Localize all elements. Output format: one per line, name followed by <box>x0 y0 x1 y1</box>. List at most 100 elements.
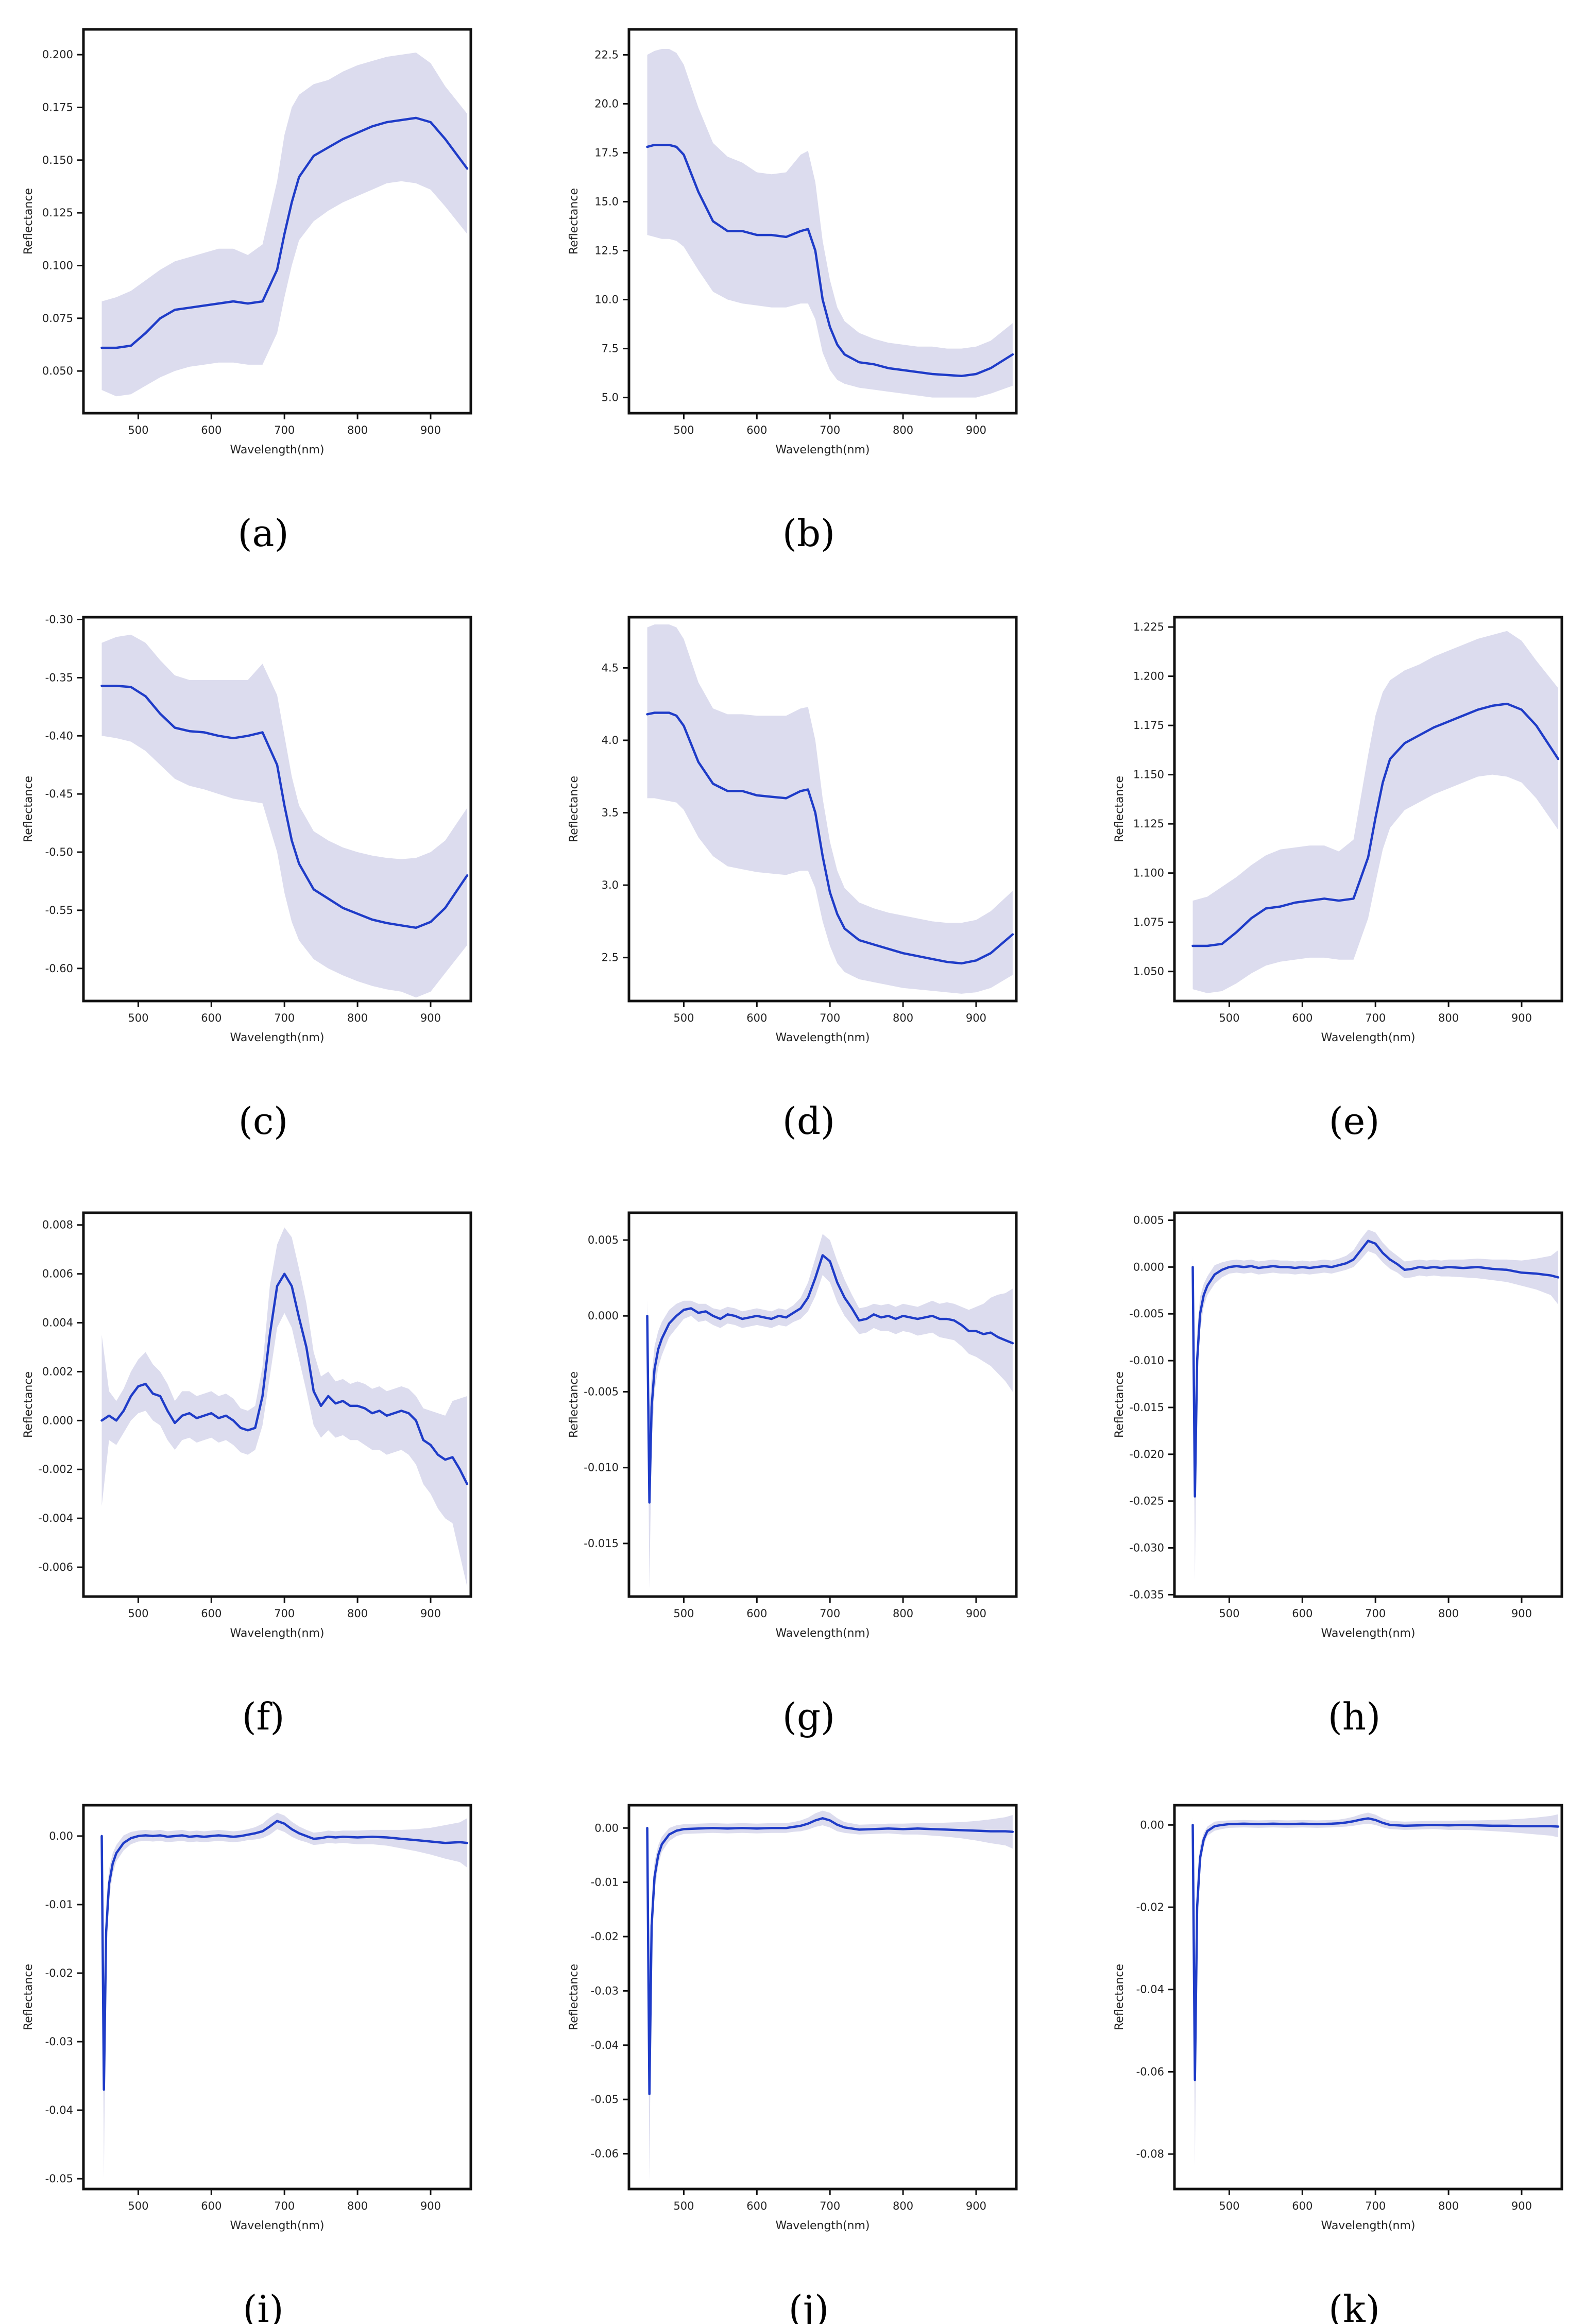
y-tick-label-b: 7.5 <box>602 343 619 355</box>
x-tick-label-b: 800 <box>893 424 913 436</box>
y-tick-label-g: 0.005 <box>588 1234 619 1246</box>
y-tick-label-c: -0.60 <box>45 962 73 975</box>
x-tick-label-k: 600 <box>1292 2200 1313 2212</box>
x-tick-label-e: 700 <box>1365 1012 1386 1024</box>
y-tick-label-h: -0.005 <box>1129 1308 1164 1320</box>
x-tick-label-h: 500 <box>1219 1607 1239 1620</box>
x-tick-label-d: 900 <box>966 1012 986 1024</box>
y-tick-label-h: -0.020 <box>1129 1448 1164 1461</box>
x-tick-label-j: 500 <box>673 2200 694 2212</box>
y-tick-label-i: -0.01 <box>45 1898 73 1911</box>
y-tick-label-c: -0.55 <box>45 904 73 917</box>
y-axis-title-h: Reflectance <box>1113 1371 1126 1438</box>
std-band-k <box>1192 1812 1558 2167</box>
y-tick-label-i: -0.04 <box>45 2104 73 2116</box>
panel-caption-h: (h) <box>1328 1695 1381 1738</box>
x-axis-title-g: Wavelength(nm) <box>775 1627 870 1640</box>
y-tick-label-h: -0.010 <box>1129 1354 1164 1367</box>
x-tick-label-h: 700 <box>1365 1607 1386 1620</box>
y-tick-label-h: -0.035 <box>1129 1588 1164 1601</box>
x-tick-label-j: 600 <box>746 2200 767 2212</box>
x-axis-title-a: Wavelength(nm) <box>230 444 324 456</box>
x-axis-title-k: Wavelength(nm) <box>1321 2219 1415 2232</box>
panel-caption-g: (g) <box>782 1695 835 1738</box>
x-tick-label-i: 800 <box>347 2200 368 2212</box>
y-tick-label-j: -0.03 <box>591 1984 619 1997</box>
x-tick-label-b: 600 <box>746 424 767 436</box>
panel-caption-e: (e) <box>1329 1099 1380 1143</box>
y-tick-label-d: 2.5 <box>602 952 619 964</box>
mean-line-j <box>646 1817 1014 2095</box>
axes-frame-f <box>82 1211 472 1598</box>
y-tick-label-j: 0.00 <box>594 1822 619 1834</box>
std-band-b <box>647 49 1013 398</box>
y-tick-label-e: 1.100 <box>1133 867 1164 879</box>
y-tick-label-a: 0.150 <box>42 154 73 166</box>
std-band-c <box>101 634 467 998</box>
y-tick-label-j: -0.04 <box>591 2039 619 2051</box>
y-tick-label-g: -0.005 <box>584 1385 619 1398</box>
axes-frame-a <box>82 28 472 415</box>
y-tick-label-e: 1.200 <box>1133 670 1164 683</box>
y-axis-title-j: Reflectance <box>568 1964 581 2030</box>
y-tick-label-f: 0.004 <box>42 1317 73 1329</box>
y-tick-label-k: 0.00 <box>1140 1819 1164 1831</box>
y-tick-label-d: 3.0 <box>602 879 619 891</box>
y-tick-label-c: -0.50 <box>45 846 73 858</box>
y-axis-title-i: Reflectance <box>22 1964 35 2030</box>
y-axis-title-f: Reflectance <box>22 1371 35 1438</box>
x-tick-label-a: 800 <box>347 424 368 436</box>
x-tick-label-h: 600 <box>1292 1607 1313 1620</box>
y-tick-label-b: 15.0 <box>594 195 619 208</box>
y-tick-label-k: -0.08 <box>1136 2148 1164 2160</box>
y-tick-label-f: -0.004 <box>38 1512 73 1524</box>
x-tick-label-g: 800 <box>893 1607 913 1620</box>
y-tick-label-a: 0.100 <box>42 259 73 272</box>
chart-panel-d: 500 600 700 800 900 2.5 3.0 3.5 4.0 4.5 Wavelength… <box>568 616 1018 1143</box>
x-tick-label-a: 500 <box>128 424 148 436</box>
x-tick-label-c: 600 <box>201 1012 221 1024</box>
y-tick-label-b: 20.0 <box>594 97 619 110</box>
chart-panel-k: 500 600 700 800 900 -0.08 -0.06 -0.04 -0.02 0.00 W… <box>1113 1804 1563 2324</box>
x-tick-label-b: 700 <box>820 424 840 436</box>
y-tick-label-i: -0.03 <box>45 2035 73 2048</box>
y-tick-label-f: 0.006 <box>42 1268 73 1280</box>
panel-caption-b: (b) <box>782 512 835 555</box>
y-tick-label-g: -0.010 <box>584 1462 619 1474</box>
y-axis-title-k: Reflectance <box>1113 1964 1126 2030</box>
y-tick-label-d: 4.0 <box>602 734 619 747</box>
y-tick-label-h: 0.000 <box>1133 1261 1164 1273</box>
y-tick-label-e: 1.175 <box>1133 719 1164 732</box>
y-tick-label-i: -0.02 <box>45 1967 73 1979</box>
x-tick-label-b: 500 <box>673 424 694 436</box>
y-tick-label-e: 1.150 <box>1133 769 1164 781</box>
x-tick-label-a: 700 <box>274 424 295 436</box>
axes-frame-c <box>82 616 472 1003</box>
mean-line-h <box>1191 1240 1560 1498</box>
mean-line-e <box>1191 702 1560 947</box>
x-axis-title-f: Wavelength(nm) <box>230 1627 324 1640</box>
mean-line-g <box>646 1254 1014 1504</box>
chart-panel-b: 500 600 700 800 900 5.0 7.5 10.0 12.5 15.0 17.5 20.… <box>568 28 1018 555</box>
x-tick-label-j: 900 <box>966 2200 986 2212</box>
panel-caption-i: (i) <box>243 2287 283 2324</box>
x-tick-label-f: 600 <box>201 1607 221 1620</box>
x-tick-label-c: 700 <box>274 1012 295 1024</box>
x-tick-label-k: 800 <box>1438 2200 1459 2212</box>
x-tick-label-f: 700 <box>274 1607 295 1620</box>
y-tick-label-b: 10.0 <box>594 294 619 306</box>
x-tick-label-g: 900 <box>966 1607 986 1620</box>
x-tick-label-i: 900 <box>420 2200 441 2212</box>
x-tick-label-e: 900 <box>1511 1012 1532 1024</box>
chart-panel-a: 500 600 700 800 900 0.050 0.075 0.100 0.125 0.150… <box>22 28 472 555</box>
y-tick-label-a: 0.200 <box>42 48 73 61</box>
y-axis-title-g: Reflectance <box>568 1371 581 1438</box>
mean-line-d <box>646 711 1014 965</box>
x-tick-label-i: 700 <box>274 2200 295 2212</box>
mean-line-i <box>100 1820 469 2091</box>
y-tick-label-h: -0.015 <box>1129 1401 1164 1414</box>
x-axis-title-c: Wavelength(nm) <box>230 1031 324 1044</box>
panel-caption-k: (k) <box>1328 2287 1380 2324</box>
x-tick-label-d: 500 <box>673 1012 694 1024</box>
x-tick-label-j: 700 <box>820 2200 840 2212</box>
